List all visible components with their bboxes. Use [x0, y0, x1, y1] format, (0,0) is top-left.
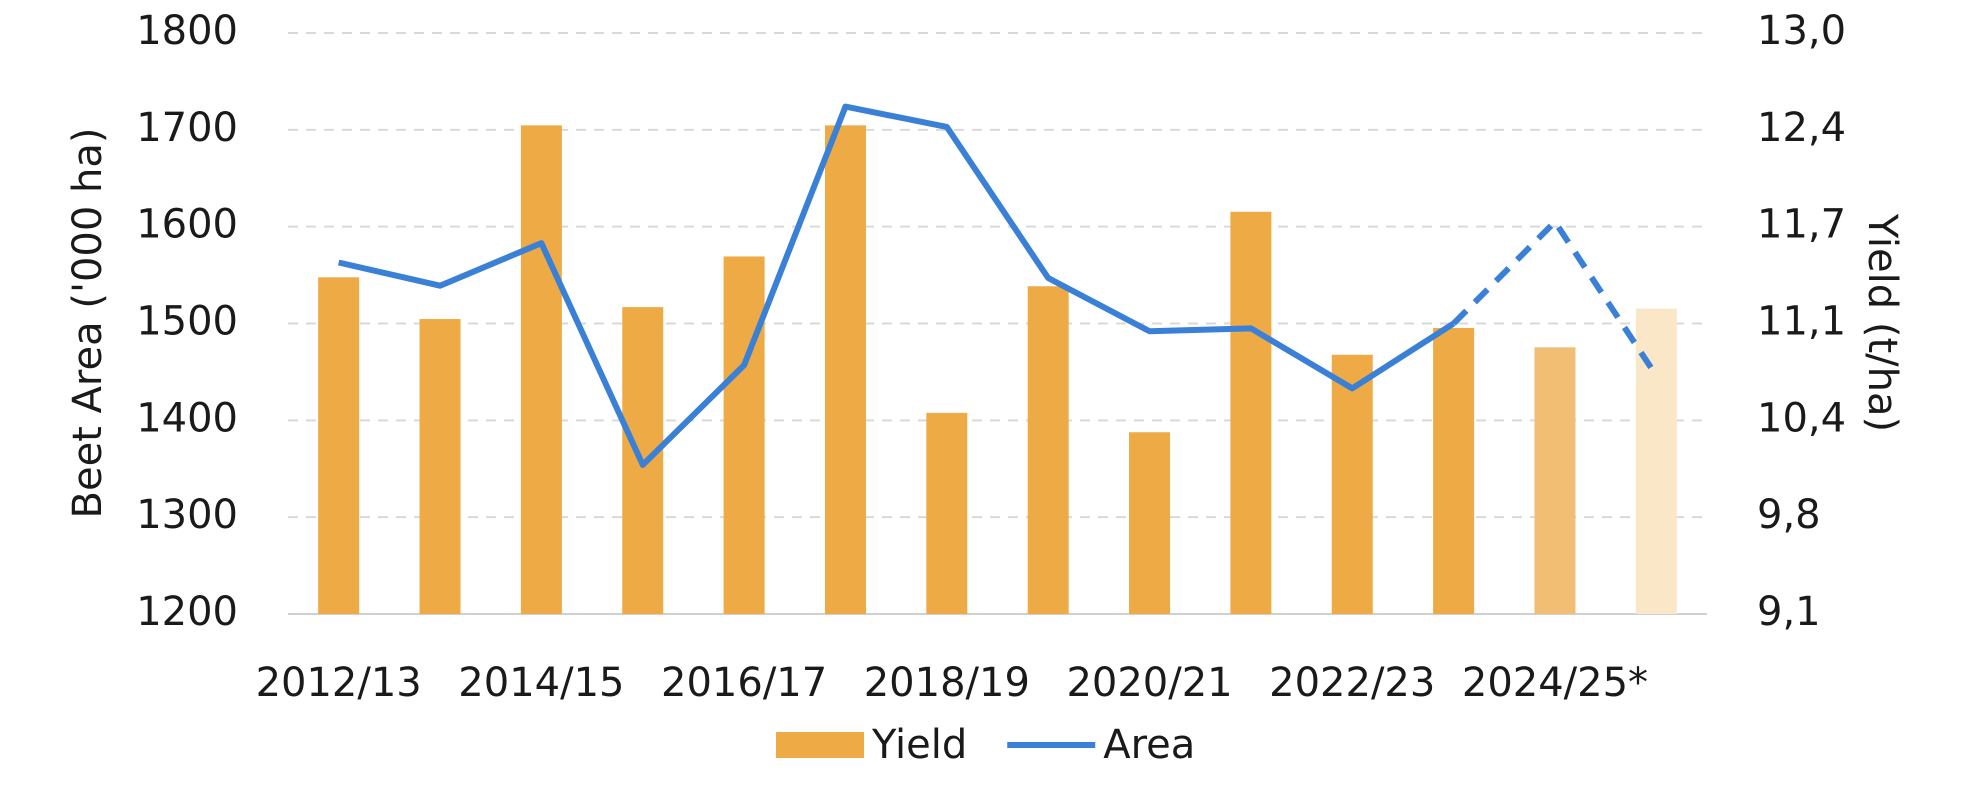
x-tick-label: 2018/19	[864, 660, 1030, 706]
x-tick-label: 2016/17	[661, 660, 827, 706]
y-tick-label: 1200	[136, 589, 238, 635]
y-tick-label: 1800	[136, 8, 238, 54]
y-tick-label: 1300	[136, 492, 238, 538]
bar	[926, 412, 968, 614]
y2-tick-label: 11,1	[1757, 299, 1846, 345]
x-tick-label: 2014/15	[458, 660, 624, 706]
line	[1451, 218, 1659, 378]
bar	[1534, 347, 1576, 614]
bar	[1331, 354, 1373, 614]
x-tick-label: 2012/13	[256, 660, 422, 706]
y2-tick-label: 10,4	[1757, 395, 1846, 441]
y2-tick-label: 12,4	[1757, 105, 1846, 151]
y-axis-title: Beet Area ('000 ha)	[65, 128, 111, 519]
y2-tick-label: 11,7	[1757, 202, 1846, 248]
bar	[1129, 432, 1171, 614]
bar	[419, 319, 461, 614]
y-tick-label: 1500	[136, 299, 238, 345]
bar	[520, 125, 562, 614]
y-tick-label: 1400	[136, 395, 238, 441]
legend-swatch	[776, 732, 864, 758]
bar	[318, 277, 360, 614]
legend-label: Area	[1103, 722, 1195, 768]
x-tick-label: 2022/23	[1269, 660, 1435, 706]
bar	[1433, 327, 1475, 614]
y2-tick-label: 9,1	[1757, 589, 1821, 635]
y-tick-label: 1700	[136, 105, 238, 151]
line	[338, 103, 1456, 468]
bar	[723, 256, 765, 614]
y2-tick-label: 9,8	[1757, 492, 1821, 538]
y-tick-label: 1600	[136, 202, 238, 248]
bar	[1027, 286, 1069, 614]
bar	[1230, 211, 1272, 614]
x-tick-label: 2020/21	[1066, 660, 1232, 706]
y2-tick-label: 13,0	[1757, 8, 1846, 54]
y2-axis-title: Yield (t/ha)	[1859, 213, 1905, 432]
x-tick-label: 2024/25*	[1462, 660, 1648, 706]
bar	[824, 125, 866, 614]
legend-label: Yield	[871, 722, 967, 768]
